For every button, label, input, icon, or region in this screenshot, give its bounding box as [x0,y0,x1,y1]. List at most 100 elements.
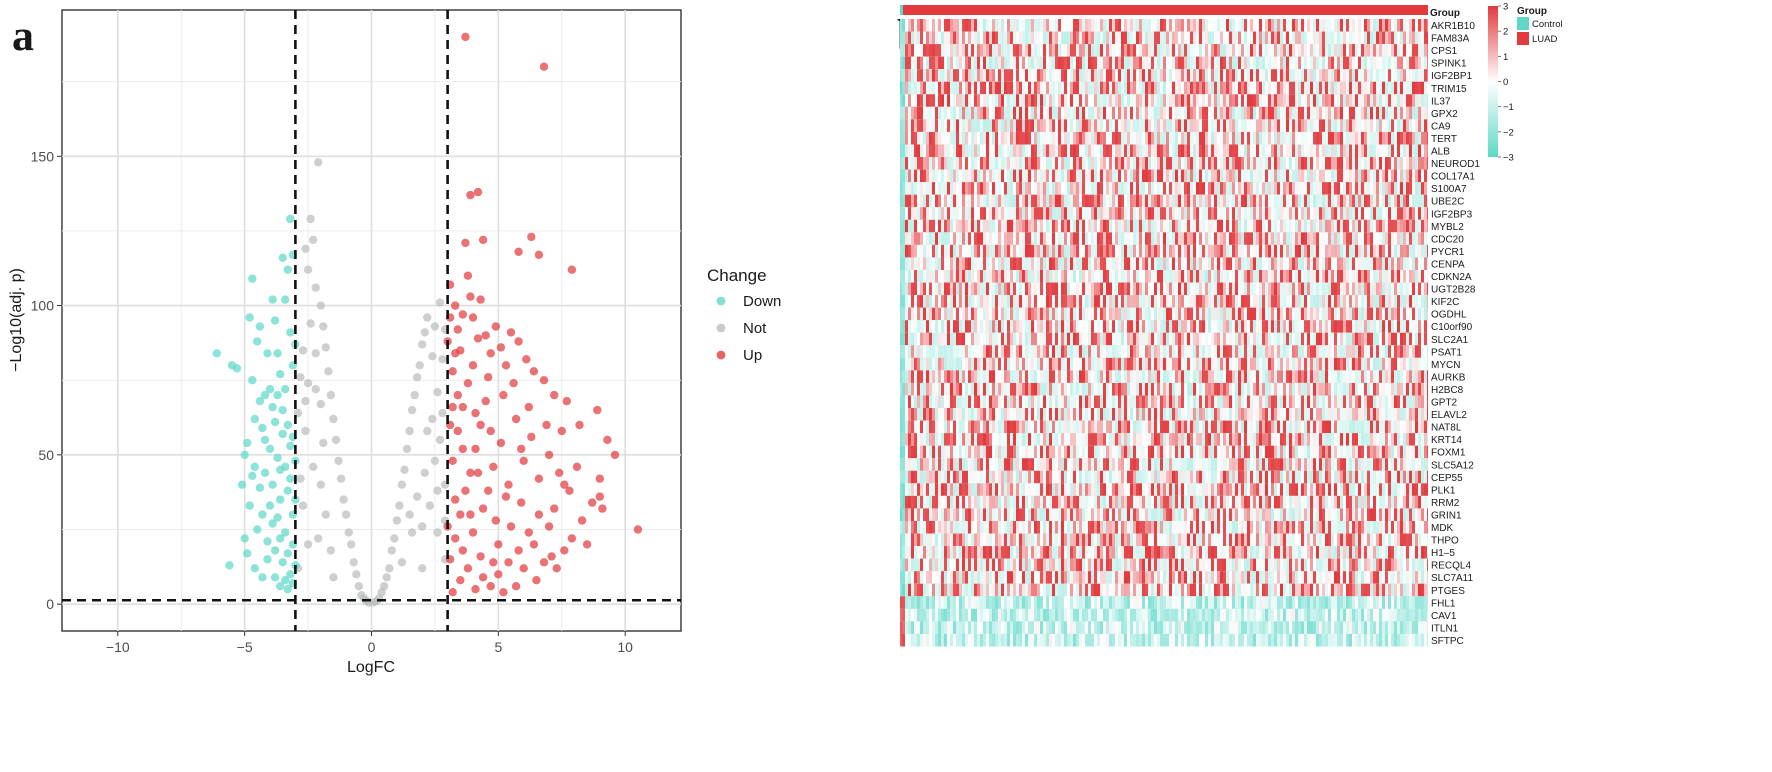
heatmap-cell [1013,244,1016,258]
heatmap-cell [1172,219,1175,233]
point-up [466,190,475,200]
heatmap-cell [1274,194,1277,208]
heatmap-cell [962,182,965,195]
heatmap-cell [1061,270,1064,283]
heatmap-cell [1256,232,1259,245]
heatmap-cell [1391,270,1394,283]
heatmap-cell [1319,157,1322,170]
point-down [258,510,267,519]
heatmap-cell [1358,69,1361,82]
heatmap-cell [1019,119,1022,132]
heatmap-cell [920,94,923,107]
heatmap-cell [1052,232,1055,245]
heatmap-cell [1082,157,1085,170]
heatmap-cell [1100,44,1103,57]
point-down [281,295,290,304]
heatmap-cell [944,270,947,283]
heatmap-cell [905,194,908,208]
heatmap-cell [968,31,971,45]
heatmap-cell [1046,56,1049,70]
heatmap-cell [1277,31,1280,45]
heatmap-cell [1010,207,1013,220]
heatmap-cell [980,282,983,296]
heatmap-cell [1079,144,1082,158]
heatmap-cell [938,257,941,270]
heatmap-cell [1109,56,1112,70]
heatmap-cell [1298,232,1301,245]
heatmap-cell [1334,169,1337,183]
heatmap-cell [1097,157,1100,170]
heatmap-cell [1169,106,1172,120]
heatmap-cell [1334,157,1337,170]
heatmap-cell [1196,144,1199,158]
heatmap-cell [900,81,902,95]
heatmap-cell [926,131,929,145]
heatmap-cell [1172,244,1175,258]
heatmap-cell [935,119,938,132]
heatmap-cell [986,81,989,95]
heatmap-cell [1073,131,1076,145]
heatmap-cell [1010,31,1013,45]
heatmap-cell [1307,94,1310,107]
heatmap-cell [1004,194,1007,208]
heatmap-cell [1325,157,1328,170]
heatmap-cell [953,257,956,270]
heatmap-cell [900,69,902,82]
heatmap-cell [944,257,947,270]
heatmap-cell [1304,131,1307,145]
heatmap-cell [1250,257,1253,270]
heatmap-cell [1415,282,1418,296]
heatmap-cell [1007,157,1010,170]
heatmap-cell [908,106,911,120]
heatmap-cell [1064,44,1067,57]
heatmap-cell [941,94,944,107]
heatmap-cell [959,232,962,245]
heatmap-cell [938,295,941,308]
heatmap-cell [1400,295,1403,308]
heatmap-cell [1091,207,1094,220]
heatmap-cell [1331,44,1334,57]
heatmap-cell [908,282,911,296]
heatmap-cell [1160,270,1163,283]
heatmap-cell [1067,270,1070,283]
heatmap-cell [1409,44,1412,57]
heatmap-cell [953,144,956,158]
heatmap-cell [1127,157,1130,170]
heatmap-cell [1016,56,1019,70]
point-up [489,462,498,471]
heatmap-cell [1379,194,1382,208]
heatmap-cell [1286,169,1289,183]
heatmap-cell [1286,157,1289,170]
heatmap-cell [938,182,941,195]
point-up [544,450,554,460]
heatmap-cell [1235,81,1238,95]
heatmap-cell [980,31,983,45]
heatmap-cell [932,31,935,45]
heatmap-cell [1409,131,1412,145]
point-not [418,522,427,531]
heatmap-cell [1265,69,1268,82]
heatmap-cell [917,207,920,220]
heatmap-cell [1154,44,1157,57]
heatmap-cell [1040,31,1043,45]
heatmap-cell [1016,295,1019,308]
heatmap-cell [920,295,923,308]
heatmap-cell [1280,232,1283,245]
heatmap-cell [1145,232,1148,245]
point-up [478,504,488,513]
heatmap-cell [998,219,1001,233]
heatmap-cell [1211,94,1214,107]
point-down [276,582,285,591]
point-up [572,462,582,471]
heatmap-cell [1202,270,1205,283]
heatmap-cell [1037,194,1040,208]
heatmap-cell [1112,219,1115,233]
heatmap-cell [1184,244,1187,258]
point-up [555,468,564,477]
heatmap-cell [1235,56,1238,70]
heatmap-cell [989,19,992,32]
heatmap-cell [1406,106,1409,120]
heatmap-cell [1412,44,1415,57]
heatmap-cell [1412,119,1415,132]
heatmap-cell [1067,295,1070,308]
